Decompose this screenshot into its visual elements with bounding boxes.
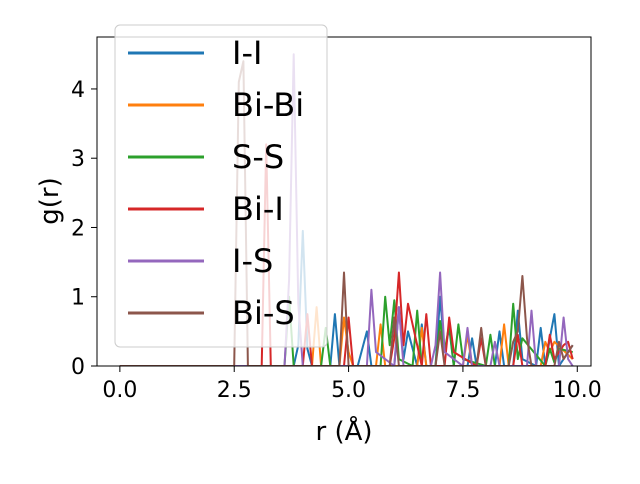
y-tick-label: 2 xyxy=(71,216,85,241)
legend: I-I Bi-Bi S-S Bi-I I-S Bi-S xyxy=(114,24,328,348)
series-line-bi-bi xyxy=(119,306,574,366)
legend-label-bi-s: Bi-S xyxy=(232,294,295,332)
legend-box xyxy=(114,24,328,348)
y-tick-label: 3 xyxy=(71,147,85,172)
x-tick-label: 7.5 xyxy=(445,378,480,403)
series-line-i-i xyxy=(119,229,574,366)
series-line-bi-s xyxy=(119,60,574,366)
y-tick-label: 0 xyxy=(71,355,85,380)
plot-frame xyxy=(96,36,592,367)
legend-label-s-s: S-S xyxy=(232,138,284,176)
legend-label-bi-i: Bi-I xyxy=(232,190,284,228)
y-axis: 0 1 2 3 4 xyxy=(71,78,97,380)
x-tick-label: 10.0 xyxy=(553,378,602,403)
x-tick-label: 0.0 xyxy=(102,378,137,403)
y-axis-label: g(r) xyxy=(35,177,65,224)
x-axis: 0.0 2.5 5.0 7.5 10.0 xyxy=(102,366,602,403)
y-tick-label: 1 xyxy=(71,286,85,311)
legend-label-i-s: I-S xyxy=(232,242,273,280)
legend-label-bi-bi: Bi-Bi xyxy=(232,86,304,124)
x-tick-label: 5.0 xyxy=(331,378,366,403)
x-axis-label: r (Å) xyxy=(315,415,372,447)
legend-label-i-i: I-I xyxy=(232,34,262,72)
x-tick-label: 2.5 xyxy=(217,378,252,403)
y-tick-label: 4 xyxy=(71,78,85,103)
